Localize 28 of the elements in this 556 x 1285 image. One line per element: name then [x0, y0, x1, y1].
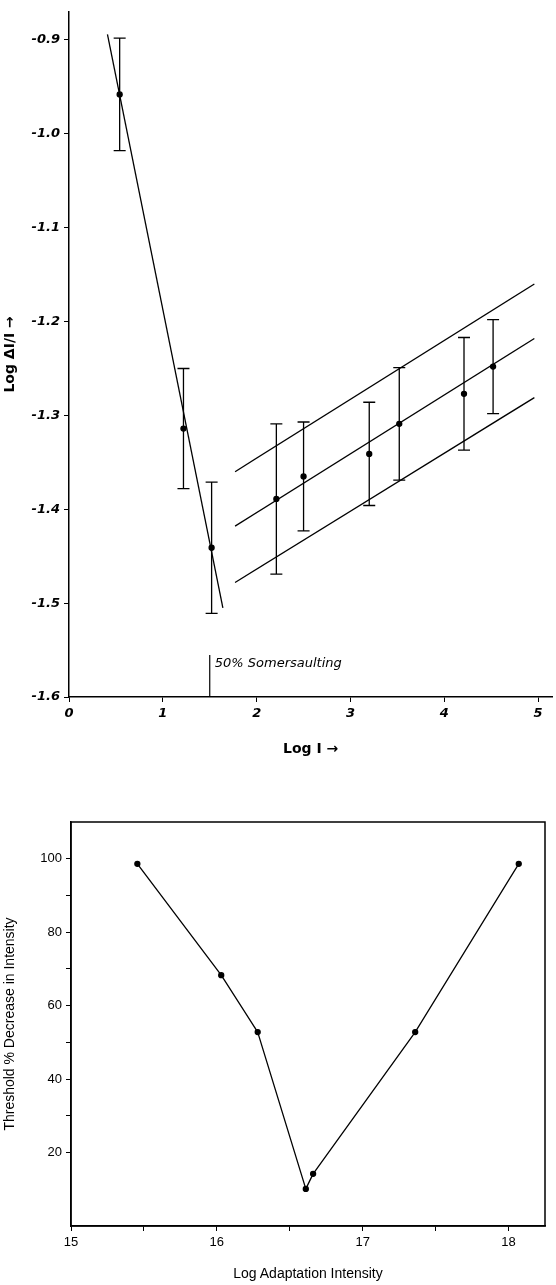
y-tick-label: -1.6: [31, 688, 60, 704]
y-tick-label: 40: [47, 1070, 62, 1086]
x-axis-title: Log Adaptation Intensity: [233, 1265, 383, 1282]
y-tick-label: 80: [47, 923, 62, 939]
y-tick-label: -1.0: [31, 125, 60, 141]
y-tick-label: 20: [47, 1144, 62, 1160]
y-tick-label: -1.5: [31, 594, 60, 610]
x-tick-label: 4: [438, 705, 449, 721]
x-tick-label: 2: [252, 705, 262, 721]
y-tick-label: -1.1: [31, 219, 60, 235]
x-tick-label: 15: [63, 1234, 79, 1250]
y-tick-label: -0.9: [31, 31, 60, 47]
y-axis-title: Log ΔI/I →: [1, 315, 18, 393]
y-tick-label: 100: [40, 850, 62, 866]
x-tick-label: 18: [501, 1234, 516, 1250]
x-tick-label: 1: [158, 705, 168, 721]
x-tick-label: 5: [533, 705, 543, 721]
y-tick-label: -1.4: [31, 500, 60, 516]
y-tick-label: -1.2: [31, 312, 60, 328]
x-tick-label: 17: [355, 1234, 370, 1250]
x-tick-label: 16: [209, 1234, 225, 1250]
y-axis-title: Threshold % Decrease in Intensity: [1, 917, 18, 1131]
ref-line-label: 50% Somersaulting: [214, 655, 342, 671]
x-tick-label: 3: [345, 705, 355, 721]
y-tick-label: 60: [47, 997, 62, 1013]
x-axis-title: Log I →: [282, 740, 339, 757]
y-tick-label: -1.3: [31, 406, 60, 422]
x-tick-label: 0: [64, 705, 74, 721]
